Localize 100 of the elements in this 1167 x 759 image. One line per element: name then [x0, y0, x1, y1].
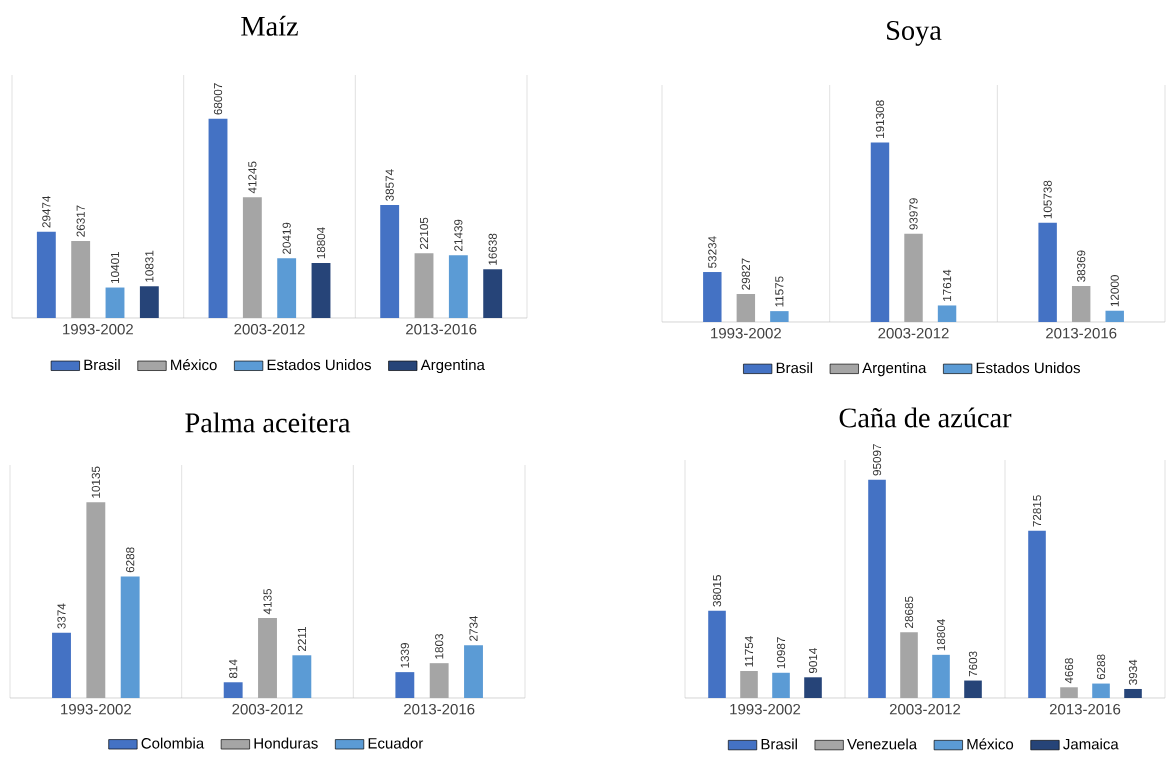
- data-label: 38015: [712, 575, 722, 607]
- bar: [708, 610, 726, 699]
- data-label: 53234: [708, 236, 717, 269]
- x-tick-label: 1993-2002: [63, 324, 133, 335]
- legend-label: Brasil: [761, 738, 797, 750]
- data-label: 11575: [775, 276, 784, 307]
- bar: [71, 241, 91, 319]
- data-label: 11754: [744, 636, 754, 667]
- legend-label: México: [171, 359, 217, 371]
- legend-label: Jamaica: [1063, 738, 1119, 750]
- data-label: 22105: [419, 217, 429, 250]
- data-label: 26317: [76, 205, 85, 237]
- legend-label: Estados Unidos: [976, 362, 1080, 374]
- bar: [380, 205, 400, 319]
- bar: [703, 272, 722, 323]
- data-label: 1339: [400, 643, 409, 668]
- legend-label: Venezuela: [847, 738, 918, 750]
- data-label: 68007: [213, 83, 223, 115]
- data-label: 95097: [872, 444, 882, 476]
- x-tick-label: 1993-2002: [730, 704, 801, 715]
- bar: [904, 234, 923, 323]
- bar: [86, 502, 106, 699]
- bar: [52, 633, 71, 699]
- data-label: 29474: [42, 196, 51, 228]
- chart-title: Caña de azúcar: [839, 407, 1012, 428]
- data-label: 814: [229, 659, 238, 679]
- data-label: 38574: [385, 169, 394, 202]
- data-label: 10987: [776, 637, 786, 669]
- bar: [1124, 689, 1142, 699]
- bar: [736, 294, 756, 323]
- data-label: 2211: [297, 627, 306, 652]
- data-label: 3374: [57, 603, 66, 629]
- legend-label: Ecuador: [368, 737, 424, 749]
- data-label: 18804: [936, 619, 946, 651]
- x-tick-label: 2013-2016: [1049, 704, 1121, 715]
- data-label: 20419: [282, 222, 291, 255]
- data-label: 93979: [909, 198, 918, 230]
- chart-title: Palma aceitera: [185, 412, 351, 433]
- data-label: 1803: [435, 634, 444, 659]
- bar: [464, 645, 483, 699]
- bar: [1105, 310, 1124, 323]
- bar: [395, 672, 415, 699]
- data-label: 4668: [1064, 658, 1074, 684]
- data-label: 6288: [1096, 654, 1106, 680]
- bar: [1092, 683, 1110, 699]
- x-tick-label: 2003-2012: [234, 324, 305, 335]
- bar: [448, 255, 468, 319]
- bar: [36, 231, 56, 319]
- bar: [900, 632, 918, 699]
- chart-title: Maíz: [241, 16, 298, 37]
- legend-label: Brasil: [776, 362, 813, 374]
- legend-label: Estados Unidos: [267, 359, 371, 371]
- bar: [770, 311, 789, 323]
- bar: [937, 305, 957, 323]
- legend-label: Argentina: [862, 362, 927, 377]
- data-label: 10401: [110, 252, 120, 284]
- data-label: 29827: [741, 258, 750, 290]
- data-label: 3934: [1128, 659, 1138, 686]
- data-label: 4135: [263, 589, 272, 615]
- bar: [208, 119, 228, 319]
- legend-label: México: [967, 738, 1014, 750]
- data-label: 9014: [808, 648, 818, 674]
- x-tick-label: 1993-2002: [711, 328, 781, 339]
- data-label: 21439: [454, 219, 463, 252]
- bar: [429, 663, 449, 699]
- data-label: 72815: [1032, 495, 1042, 527]
- bar: [105, 287, 125, 319]
- x-tick-label: 2013-2016: [404, 704, 475, 715]
- legend-label: Brasil: [84, 359, 120, 371]
- data-label: 28685: [904, 596, 914, 629]
- data-label: 12000: [1110, 275, 1119, 307]
- data-label: 17614: [942, 269, 952, 302]
- data-label: 16638: [488, 233, 497, 265]
- bar: [868, 479, 886, 699]
- bar: [483, 269, 503, 319]
- legend-label: Colombia: [141, 737, 205, 749]
- bar: [1071, 286, 1091, 323]
- x-tick-label: 2013-2016: [1046, 328, 1117, 339]
- data-label: 38369: [1077, 250, 1086, 283]
- bar: [740, 671, 758, 699]
- data-label: 2734: [469, 616, 478, 642]
- bar: [277, 258, 297, 319]
- bar: [1038, 222, 1057, 323]
- data-label: 7603: [968, 651, 978, 677]
- x-tick-label: 1993-2002: [61, 704, 131, 715]
- bar: [414, 253, 434, 319]
- x-tick-label: 2003-2012: [878, 328, 949, 339]
- legend-label: Honduras: [254, 737, 318, 749]
- bar: [242, 197, 262, 319]
- data-label: 191308: [875, 100, 885, 139]
- bar: [1028, 531, 1046, 699]
- bar: [292, 655, 312, 699]
- bar: [139, 286, 159, 319]
- bar: [932, 655, 950, 699]
- bar: [311, 263, 331, 319]
- bar: [772, 673, 790, 699]
- legend-label: Argentina: [420, 359, 485, 374]
- x-tick-label: 2013-2016: [406, 324, 477, 335]
- bar: [1060, 687, 1078, 699]
- data-label: 10135: [91, 466, 100, 498]
